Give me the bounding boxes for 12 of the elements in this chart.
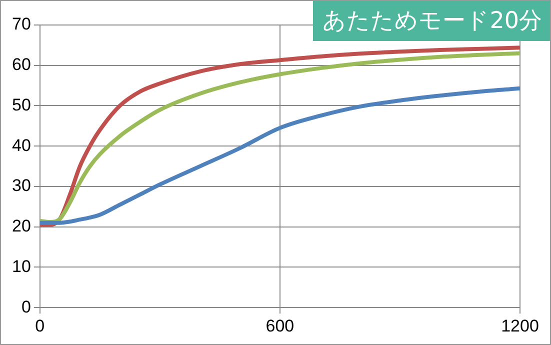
x-tick-label: 0 [35, 316, 45, 336]
y-tick-label: 70 [12, 14, 31, 34]
y-tick-label: 0 [21, 297, 31, 316]
y-tick-label: 60 [12, 55, 31, 74]
y-tick-label: 50 [12, 95, 31, 114]
x-tick-label: 600 [266, 316, 294, 336]
y-tick-label: 30 [12, 176, 31, 196]
y-tick-label: 20 [12, 216, 31, 236]
y-tick-label: 10 [12, 256, 31, 276]
x-tick-label: 1200 [501, 316, 539, 336]
y-tick-label: 40 [12, 136, 31, 155]
chart-title: あたためモード20分 [312, 1, 550, 41]
